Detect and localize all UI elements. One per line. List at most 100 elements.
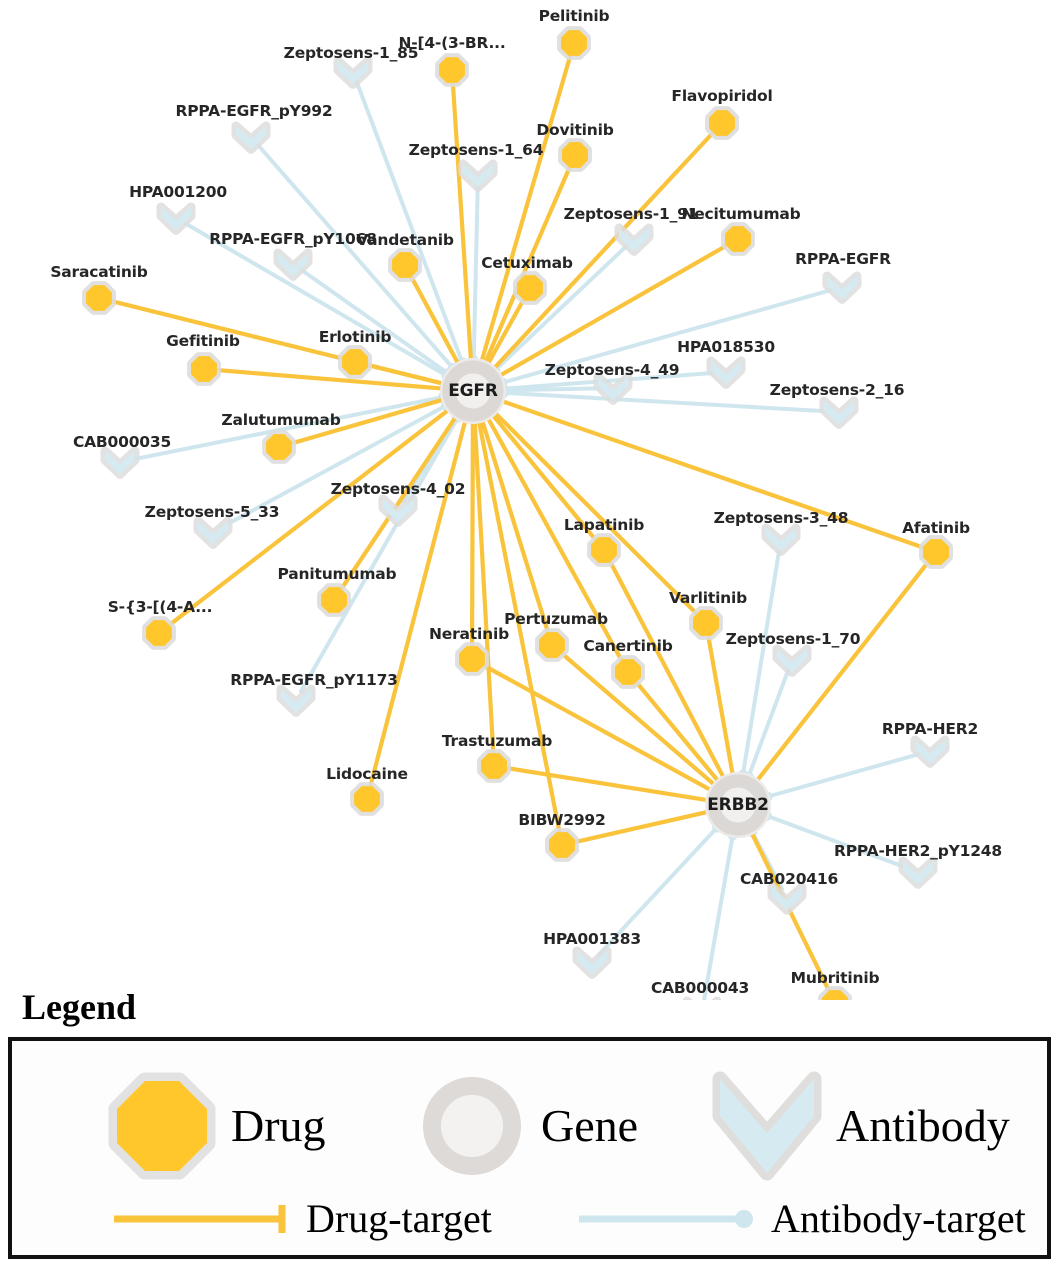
gene-node[interactable]: [440, 358, 506, 424]
drug-node[interactable]: [82, 281, 116, 315]
antibody-node[interactable]: [822, 271, 862, 304]
drug-target-edge: [476, 418, 562, 834]
drug-node[interactable]: [513, 271, 547, 305]
drug-node[interactable]: [689, 606, 723, 640]
antibody-node[interactable]: [333, 56, 373, 89]
legend-shapes-row: Drug Gene Antibody: [12, 1063, 1047, 1183]
drug-target-edge-icon: [114, 1205, 286, 1233]
drug-node[interactable]: [611, 655, 645, 689]
drug-target-edge: [496, 243, 728, 379]
antibody-target-edge: [746, 667, 791, 779]
drug-node[interactable]: [388, 248, 422, 282]
drug-target-edge: [706, 634, 735, 778]
antibody-target-edge: [127, 394, 446, 463]
antibody-target-edge: [500, 386, 606, 393]
drug-target-edge: [366, 363, 446, 386]
antibody-node[interactable]: [276, 684, 316, 717]
drug-target-edge: [489, 412, 598, 542]
drug-node[interactable]: [557, 26, 591, 60]
antibody-node[interactable]: [910, 735, 950, 768]
drug-target-edge: [754, 560, 930, 784]
drug-node[interactable]: [587, 533, 621, 567]
drug-target-edge: [491, 131, 715, 372]
antibody-target-edge: [500, 370, 719, 391]
drug-node[interactable]: [262, 430, 296, 464]
drug-target-edge: [167, 407, 452, 627]
antibody-node[interactable]: [458, 159, 498, 192]
drug-icon: [108, 1072, 216, 1180]
drug-target-edge: [450, 81, 474, 364]
antibody-node[interactable]: [593, 372, 633, 405]
drug-target-edge: [469, 418, 475, 648]
antibody-target-edge: [702, 832, 735, 1000]
legend-title: Legend: [22, 987, 137, 1027]
drug-node[interactable]: [721, 222, 755, 256]
drug-target-edge: [485, 415, 624, 662]
antibody-target-edge: [255, 142, 456, 371]
drug-node[interactable]: [477, 749, 511, 783]
drug-node[interactable]: [535, 628, 569, 662]
antibody-node[interactable]: [767, 882, 807, 915]
antibody-target-edge: [499, 287, 835, 385]
drug-target-edge: [479, 54, 573, 365]
nodes-layer: [82, 26, 953, 1000]
drug-node[interactable]: [338, 345, 372, 379]
drug-target-edge: [505, 766, 711, 803]
drug-node[interactable]: [545, 828, 579, 862]
drug-node[interactable]: [818, 986, 852, 1000]
antibody-target-edge: [740, 546, 782, 778]
antibody-node[interactable]: [614, 223, 654, 256]
antibody-node[interactable]: [378, 494, 418, 527]
legend-label-drug: Drug: [231, 1100, 326, 1151]
drug-node[interactable]: [317, 583, 351, 617]
drug-target-edge: [573, 809, 711, 844]
drug-target-edge: [634, 680, 721, 784]
drug-node[interactable]: [350, 782, 384, 816]
antibody-target-edge: [219, 403, 449, 530]
drug-node[interactable]: [558, 138, 592, 172]
antibody-target-edge: [299, 267, 451, 376]
antibody-node[interactable]: [819, 396, 859, 429]
antibody-node[interactable]: [100, 446, 140, 479]
drug-target-edge: [409, 275, 461, 367]
antibody-node[interactable]: [231, 121, 271, 154]
antibody-node[interactable]: [898, 856, 938, 889]
antibody-node[interactable]: [572, 946, 612, 979]
drug-node[interactable]: [455, 642, 489, 676]
antibody-node[interactable]: [273, 248, 313, 281]
antibody-node[interactable]: [156, 202, 196, 235]
drug-target-edge: [499, 398, 925, 550]
drug-target-edge: [339, 413, 459, 591]
antibody-target-edge: [182, 221, 450, 378]
drug-node[interactable]: [919, 535, 953, 569]
drug-target-edge: [290, 397, 447, 446]
antibody-target-edge-icon: [579, 1210, 753, 1228]
edges-layer: [110, 54, 930, 1000]
drug-target-edge: [482, 663, 714, 793]
antibody-icon: [712, 1071, 822, 1181]
drug-target-edge: [608, 560, 727, 781]
legend-edges-row: Drug-target Antibody-target: [12, 1199, 1047, 1255]
legend-item-drug-target: Drug-target: [112, 1199, 492, 1239]
antibody-target-edge: [354, 79, 465, 365]
gene-node[interactable]: [705, 772, 771, 838]
legend-label-gene: Gene: [541, 1100, 639, 1151]
antibody-target-edge: [596, 824, 720, 957]
legend-item-gene: Gene: [417, 1071, 638, 1181]
legend-box: Drug Gene Antibody: [8, 1037, 1051, 1259]
drug-node[interactable]: [187, 352, 221, 386]
drug-node[interactable]: [142, 616, 176, 650]
antibody-node[interactable]: [772, 644, 812, 677]
antibody-node[interactable]: [193, 516, 233, 549]
drug-target-edge: [215, 368, 446, 391]
network-svg: [82, 26, 953, 1000]
drug-target-edge: [492, 410, 699, 616]
drug-node[interactable]: [705, 106, 739, 140]
antibody-node[interactable]: [761, 523, 801, 556]
gene-icon: [423, 1077, 521, 1175]
drug-target-edge: [368, 417, 468, 788]
antibody-node[interactable]: [706, 356, 746, 389]
drug-node[interactable]: [435, 53, 469, 87]
drug-target-edge: [472, 418, 496, 755]
antibody-target-edge: [471, 182, 480, 364]
